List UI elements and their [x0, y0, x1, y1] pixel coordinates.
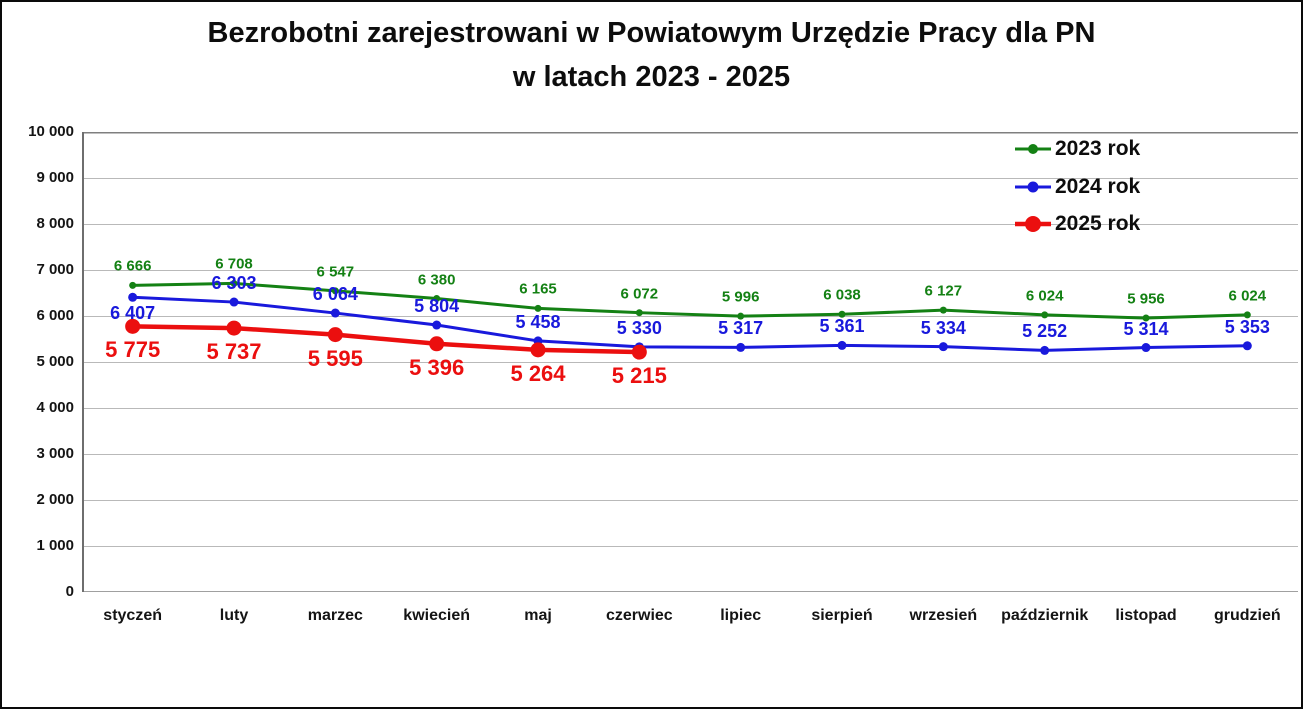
data-point-marker	[433, 295, 441, 303]
data-point-marker	[432, 320, 442, 330]
data-point-marker	[1040, 345, 1050, 355]
data-point-marker	[939, 306, 947, 314]
data-point-marker	[327, 327, 343, 343]
data-label: 6 547	[316, 263, 355, 281]
data-point-marker	[1242, 341, 1252, 351]
data-point-marker	[229, 297, 239, 307]
data-label: 6 666	[113, 257, 152, 275]
data-label: 5 317	[718, 318, 764, 339]
data-label: 6 165	[519, 280, 557, 298]
data-point-marker	[230, 279, 238, 287]
data-point-marker	[1141, 343, 1151, 353]
chart-title-line1: Bezrobotni zarejestrowani w Powiatowym U…	[207, 17, 1096, 49]
data-label: 5 334	[920, 317, 966, 338]
data-point-marker	[331, 287, 339, 295]
legend-marker-icon	[1015, 181, 1051, 192]
data-point-marker	[631, 344, 647, 360]
plot-area	[82, 132, 1298, 592]
data-label: 5 775	[105, 337, 161, 363]
data-label: 6 024	[1228, 287, 1267, 305]
y-axis-tick-label: 8 000	[36, 215, 74, 232]
data-label: 5 330	[616, 317, 662, 338]
data-label: 6 024	[1025, 287, 1064, 305]
series-2024-rok-line	[131, 295, 1249, 352]
legend-label: 2024 rok	[1055, 174, 1141, 198]
plot-canvas	[82, 132, 1298, 592]
data-label: 5 595	[307, 345, 363, 371]
data-point-marker	[226, 320, 242, 336]
legend-item-2025-rok: 2025 rok	[1013, 209, 1140, 239]
data-point-marker	[125, 318, 141, 334]
legend-label: 2023 rok	[1055, 137, 1141, 160]
y-axis-tick-label: 6 000	[36, 307, 74, 324]
data-point-marker	[330, 308, 340, 318]
data-point-marker	[129, 281, 137, 289]
x-axis-label: grudzień	[1213, 607, 1281, 624]
data-label: 5 804	[414, 296, 460, 317]
data-label: 6 072	[620, 284, 659, 302]
data-label: 6 038	[823, 286, 861, 304]
data-label: 5 396	[409, 354, 465, 380]
x-axis-label: maj	[524, 607, 552, 624]
data-label: 5 314	[1123, 318, 1169, 339]
data-label: 5 353	[1224, 316, 1270, 337]
series-2025-rok-line	[130, 324, 642, 355]
data-label: 5 956	[1127, 290, 1165, 308]
y-axis-tick-label: 3 000	[36, 445, 74, 462]
data-label: 5 458	[515, 312, 561, 333]
chart-title-line2: w latach 2023 - 2025	[512, 61, 791, 93]
y-axis-tick-label: 2 000	[36, 491, 74, 508]
chart-title: Bezrobotni zarejestrowani w Powiatowym U…	[2, 11, 1301, 99]
legend-item-2023-rok: 2023 rok	[1013, 134, 1140, 164]
series-2023-rok-line	[131, 281, 1249, 320]
data-point-marker	[1142, 314, 1150, 322]
data-label: 6 380	[417, 270, 456, 288]
data-point-marker	[1041, 311, 1049, 319]
data-point-marker	[837, 340, 847, 350]
y-axis-tick-label: 1 000	[36, 537, 74, 554]
data-point-marker	[736, 342, 746, 352]
x-axis-label: listopad	[1115, 607, 1177, 624]
data-label: 5 215	[611, 363, 667, 389]
data-point-marker	[530, 342, 546, 358]
y-axis-tick-label: 9 000	[36, 169, 74, 186]
data-point-marker	[429, 336, 445, 352]
legend-marker-icon	[1015, 144, 1051, 154]
data-label: 5 996	[721, 288, 760, 306]
data-point-marker	[128, 292, 138, 302]
x-axis-label: luty	[219, 607, 249, 624]
legend-marker-icon	[1015, 216, 1051, 232]
data-point-marker	[938, 342, 948, 352]
x-axis-label: lipiec	[720, 607, 762, 624]
data-point-marker	[737, 312, 745, 320]
x-axis-label: styczeń	[103, 607, 163, 624]
data-point-marker	[635, 309, 643, 317]
x-axis-label: wrzesień	[909, 607, 978, 624]
y-axis-tick-label: 0	[65, 583, 74, 600]
x-axis-label: październik	[1001, 607, 1089, 624]
data-point-marker	[534, 304, 542, 312]
y-axis-tick-label: 7 000	[36, 261, 74, 278]
data-label: 6 407	[110, 303, 156, 324]
data-label: 6 127	[924, 282, 963, 300]
data-label: 5 737	[206, 339, 262, 365]
data-label: 6 064	[312, 284, 358, 305]
x-axis-label: marzec	[307, 607, 363, 624]
x-axis-label: czerwiec	[605, 607, 673, 624]
legend-label: 2025 rok	[1055, 212, 1141, 235]
data-label: 5 264	[510, 360, 566, 386]
y-axis-tick-label: 4 000	[36, 399, 74, 416]
legend-item-2024-rok: 2024 rok	[1013, 172, 1140, 202]
data-point-marker	[1243, 311, 1251, 319]
x-axis-label: sierpień	[811, 607, 873, 624]
x-axis-label: kwiecień	[403, 607, 471, 624]
y-axis-tick-label: 5 000	[36, 353, 74, 370]
data-point-marker	[838, 310, 846, 318]
data-label: 5 361	[819, 316, 865, 337]
data-label: 5 252	[1022, 321, 1068, 342]
y-axis-tick-label: 10 000	[28, 123, 74, 140]
data-label: 6 708	[215, 255, 253, 273]
data-label: 6 303	[211, 273, 257, 294]
